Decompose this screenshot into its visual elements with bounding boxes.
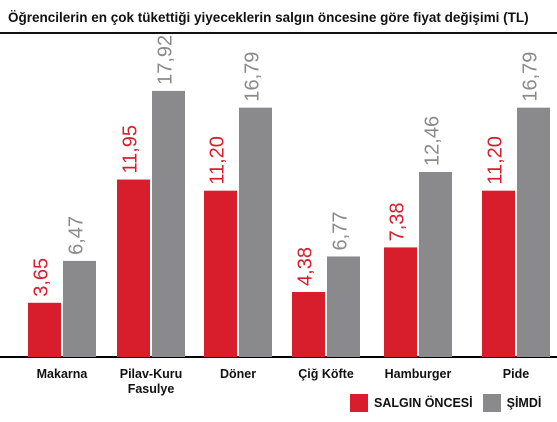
data-label-before-0: 3,65 (31, 258, 53, 297)
data-label-now-1: 17,92 (155, 35, 177, 85)
data-label-now-4: 12,46 (422, 116, 444, 166)
bar-now-0 (63, 260, 96, 357)
data-label-before-1: 11,95 (120, 125, 142, 174)
bar-before-1 (117, 179, 150, 357)
legend-swatch-now (482, 394, 501, 412)
data-label-now-5: 16,79 (520, 52, 542, 102)
category-label-1-line-1: Fasulye (128, 382, 175, 396)
category-label-1-line-0: Pilav-Kuru (120, 367, 183, 381)
bar-before-4 (384, 247, 417, 357)
category-label-4: Hamburger (385, 367, 452, 381)
bar-now-5 (517, 107, 550, 357)
category-label-0: Makarna (37, 367, 89, 381)
data-label-before-5: 11,20 (485, 136, 507, 185)
data-label-before-3: 4,38 (295, 247, 317, 286)
data-label-before-4: 7,38 (387, 202, 409, 241)
data-label-now-2: 16,79 (242, 52, 264, 102)
title-rule (0, 32, 557, 34)
legend-item-before: SALGIN ÖNCESİ (350, 394, 473, 412)
bar-now-4 (419, 171, 452, 357)
legend-swatch-before (350, 394, 368, 412)
category-label-3: Çiğ Köfte (298, 367, 354, 381)
legend-label-now: ŞİMDİ (506, 396, 542, 410)
bar-before-2 (204, 190, 237, 357)
chart-title: Öğrencilerin en çok tükettiği yiyecekler… (8, 10, 529, 25)
bar-now-1 (152, 90, 185, 357)
legend: SALGIN ÖNCESİ ŞİMDİ (350, 394, 551, 412)
bar-before-0 (28, 302, 61, 357)
category-label-5: Pide (503, 367, 529, 381)
bar-before-5 (482, 190, 515, 357)
bar-now-2 (239, 107, 272, 357)
data-label-now-0: 6,47 (66, 216, 88, 255)
legend-item-now: ŞİMDİ (482, 394, 542, 412)
data-label-before-2: 11,20 (207, 136, 229, 185)
data-label-now-3: 6,77 (330, 212, 352, 251)
category-label-2: Döner (220, 367, 256, 381)
legend-label-before: SALGIN ÖNCESİ (374, 396, 473, 410)
bar-now-3 (327, 256, 360, 357)
bar-before-3 (292, 291, 325, 357)
